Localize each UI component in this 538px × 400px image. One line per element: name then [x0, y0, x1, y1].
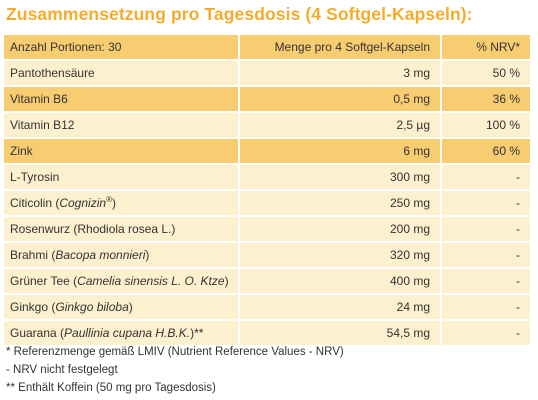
ingredient-nrv: -: [442, 321, 530, 347]
ingredient-name: Vitamin B6: [4, 87, 240, 113]
ingredient-amount: 2,5 µg: [240, 113, 442, 139]
header-servings: Anzahl Portionen: 30: [4, 35, 240, 61]
ingredient-nrv: -: [442, 191, 530, 217]
ingredient-amount: 3 mg: [240, 61, 442, 87]
nutrition-table: Anzahl Portionen: 30 Menge pro 4 Softgel…: [4, 35, 530, 347]
ingredient-nrv: 100 %: [442, 113, 530, 139]
ingredient-amount: 250 mg: [240, 191, 442, 217]
ingredient-name: Zink: [4, 139, 240, 165]
ingredient-amount: 0,5 mg: [240, 87, 442, 113]
header-nrv: % NRV*: [442, 35, 530, 61]
header-amount: Menge pro 4 Softgel-Kapseln: [240, 35, 442, 61]
ingredient-nrv: -: [442, 295, 530, 321]
ingredient-amount: 54,5 mg: [240, 321, 442, 347]
ingredient-amount: 6 mg: [240, 139, 442, 165]
ingredient-name: Vitamin B12: [4, 113, 240, 139]
table-row: Brahmi (Bacopa monnieri) 320 mg -: [4, 243, 530, 269]
ingredient-nrv: -: [442, 217, 530, 243]
ingredient-name: Brahmi (Bacopa monnieri): [4, 243, 240, 269]
table-row: Vitamin B6 0,5 mg 36 %: [4, 87, 530, 113]
ingredient-amount: 200 mg: [240, 217, 442, 243]
ingredient-name: Grüner Tee (Camelia sinensis L. O. Ktze): [4, 269, 240, 295]
ingredient-nrv: 60 %: [442, 139, 530, 165]
ingredient-name: Ginkgo (Ginkgo biloba): [4, 295, 240, 321]
table-row: Grüner Tee (Camelia sinensis L. O. Ktze)…: [4, 269, 530, 295]
table-row: Citicolin (Cognizin®) 250 mg -: [4, 191, 530, 217]
ingredient-name: Citicolin (Cognizin®): [4, 191, 240, 217]
footnote-nrv-not-set: - NRV nicht festgelegt: [6, 364, 118, 376]
table-row: Ginkgo (Ginkgo biloba) 24 mg -: [4, 295, 530, 321]
ingredient-amount: 400 mg: [240, 269, 442, 295]
ingredient-amount: 24 mg: [240, 295, 442, 321]
table-row: Guarana (Paullinia cupana H.B.K.)** 54,5…: [4, 321, 530, 347]
table-row: Rosenwurz (Rhodiola rosea L.) 200 mg -: [4, 217, 530, 243]
table-header-row: Anzahl Portionen: 30 Menge pro 4 Softgel…: [4, 35, 530, 61]
table-row: Zink 6 mg 60 %: [4, 139, 530, 165]
page-title: Zusammensetzung pro Tagesdosis (4 Softge…: [6, 4, 473, 24]
ingredient-name: Rosenwurz (Rhodiola rosea L.): [4, 217, 240, 243]
ingredient-amount: 320 mg: [240, 243, 442, 269]
table-row: Vitamin B12 2,5 µg 100 %: [4, 113, 530, 139]
footnotes: * Referenzmenge gemäß LMIV (Nutrient Ref…: [6, 343, 344, 397]
table-row: L-Tyrosin 300 mg -: [4, 165, 530, 191]
ingredient-name: Guarana (Paullinia cupana H.B.K.)**: [4, 321, 240, 347]
footnote-nrv-reference: * Referenzmenge gemäß LMIV (Nutrient Ref…: [6, 346, 344, 358]
ingredient-amount: 300 mg: [240, 165, 442, 191]
footnote-caffeine: ** Enthält Koffein (50 mg pro Tagesdosis…: [6, 382, 216, 394]
ingredient-nrv: -: [442, 243, 530, 269]
ingredient-nrv: -: [442, 165, 530, 191]
ingredient-name: Pantothensäure: [4, 61, 240, 87]
ingredient-nrv: 50 %: [442, 61, 530, 87]
ingredient-name: L-Tyrosin: [4, 165, 240, 191]
table-row: Pantothensäure 3 mg 50 %: [4, 61, 530, 87]
ingredient-nrv: 36 %: [442, 87, 530, 113]
ingredient-nrv: -: [442, 269, 530, 295]
